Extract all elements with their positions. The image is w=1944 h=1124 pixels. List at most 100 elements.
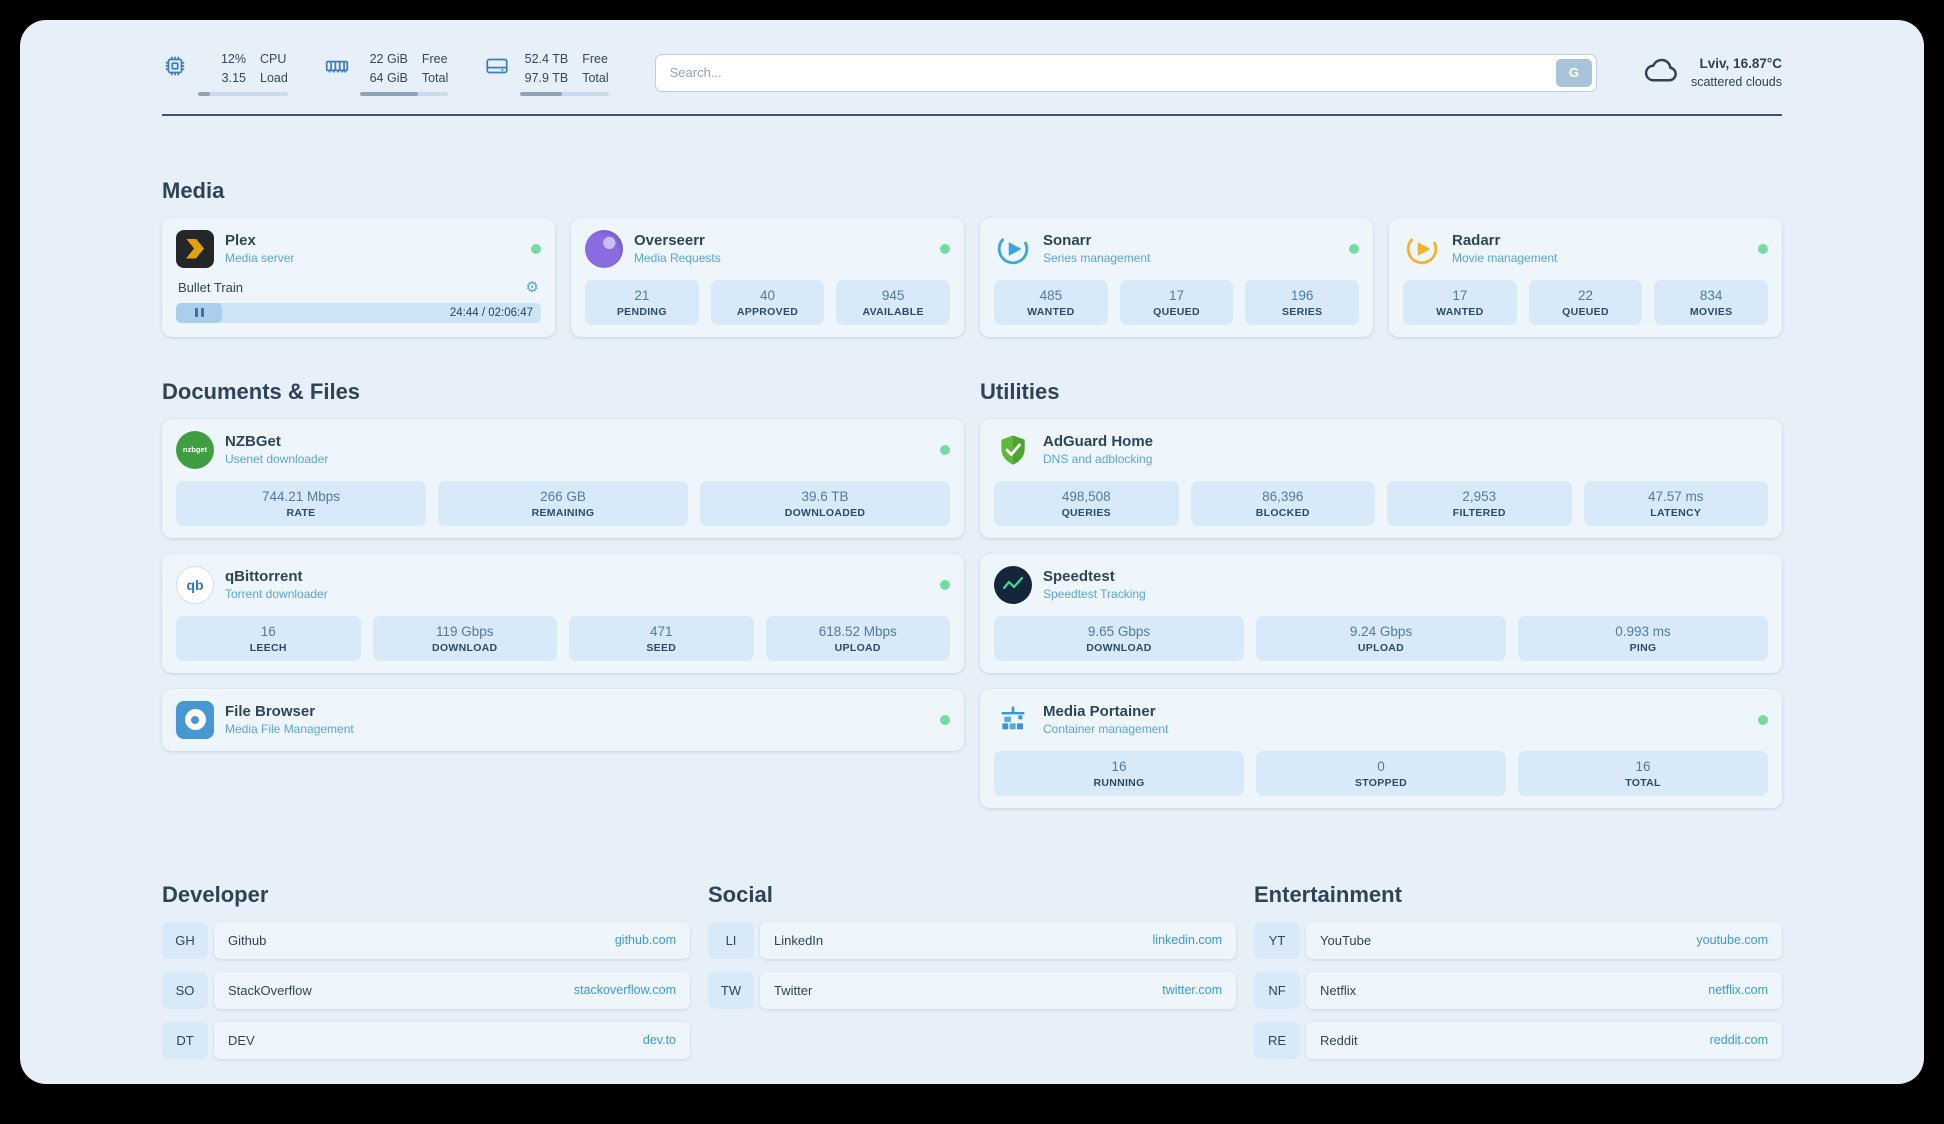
search-bar: G [654,53,1597,92]
service-card-radarr[interactable]: Radarr Movie management 17 WANTED 22 QUEUE… [1389,217,1782,337]
disk-usage-bar [520,91,609,96]
service-description: Media Requests [634,251,721,265]
bookmark-name: Github [228,932,267,948]
bookmark-abbr: NF [1254,971,1300,1009]
gear-icon[interactable]: ⚙ [525,278,539,296]
stat-wanted: 485 WANTED [994,279,1108,325]
stat-download: 9.65 Gbps DOWNLOAD [994,615,1244,661]
service-description: Container management [1043,722,1169,736]
bookmark-name: LinkedIn [774,932,824,948]
service-description: DNS and adblocking [1043,452,1153,466]
section-media: Media Plex Media server Bullet Tra [162,178,1782,337]
speedtest-icon [994,565,1032,604]
service-name: AdGuard Home [1043,433,1154,450]
service-card-speedtest[interactable]: Speedtest Speedtest Tracking 9.65 Gbps DO… [980,553,1782,673]
service-description: Speedtest Tracking [1043,587,1146,601]
search-input[interactable] [654,53,1597,92]
service-name: NZBGet [225,433,281,450]
service-card-nzbget[interactable]: nzbget NZBGet Usenet downloader 744.21 M… [162,418,964,538]
disk-total-value: 97.9 TB [524,70,569,85]
bookmark-reddit[interactable]: RE Reddit reddit.com [1254,1021,1782,1059]
cpu-usage-value: 12% [220,52,246,66]
bookmark-dev[interactable]: DT DEV dev.to [162,1021,690,1059]
stat-available: 945 AVAILABLE [836,279,950,325]
plex-icon [176,229,214,268]
bookmark-group-developer: Developer GH Github github.com SO StackOv… [162,882,690,1072]
bookmark-abbr: YT [1254,921,1300,959]
now-playing-title: Bullet Train [178,279,244,295]
stat-queued: 22 QUEUED [1528,279,1643,325]
service-card-filebrowser[interactable]: File Browser Media File Management [162,688,964,751]
stat-queries: 498,508 QUERIES [994,480,1179,526]
section-title-documents: Documents & Files [162,378,361,404]
plex-now-playing: Bullet Train ⚙ 24:44 / 02:06:47 [176,278,541,323]
bookmark-name: Netflix [1320,982,1357,998]
cpu-widget: 12% CPU 3.15 Load [162,50,288,96]
bookmark-github[interactable]: GH Github github.com [162,921,690,959]
service-name: File Browser [225,703,316,720]
pause-button[interactable] [176,302,222,323]
bookmark-linkedin[interactable]: LI LinkedIn linkedin.com [708,921,1236,959]
bookmark-url: youtube.com [1696,933,1768,947]
bookmark-url: stackoverflow.com [573,983,676,997]
service-card-overseerr[interactable]: Overseerr Media Requests 21 PENDING 40 APP… [571,217,964,337]
bookmark-abbr: GH [162,921,208,959]
cpu-load-label: Load [260,70,288,85]
bookmark-name: YouTube [1320,932,1372,948]
status-dot [531,243,541,254]
bookmark-name: Reddit [1320,1032,1358,1048]
filebrowser-icon [176,700,214,739]
stat-stopped: 0 STOPPED [1256,750,1506,796]
cpu-usage-bar [198,91,288,96]
stat-approved: 40 APPROVED [710,279,825,325]
disk-icon [484,53,510,84]
service-name: qBittorrent [225,568,303,585]
cpu-icon [162,53,188,84]
adguard-icon [994,431,1032,469]
service-name: Overseerr [634,232,705,249]
memory-free-value: 22 GiB [369,52,408,66]
memory-usage-bar [359,91,449,96]
status-dot [1758,243,1768,254]
bookmark-netflix[interactable]: NF Netflix netflix.com [1254,971,1782,1009]
bookmark-stackoverflow[interactable]: SO StackOverflow stackoverflow.com [162,971,690,1009]
bookmark-youtube[interactable]: YT YouTube youtube.com [1254,921,1782,959]
stat-leech: 16 LEECH [176,615,361,661]
service-card-plex[interactable]: Plex Media server Bullet Train ⚙ 24:44 /… [162,217,555,337]
memory-widget: 22 GiB Free 64 GiB Total [324,50,449,96]
header-divider [162,113,1782,116]
service-name: Plex [225,232,256,249]
section-title-utilities: Utilities [980,378,1060,404]
playback-progress-bar[interactable]: 24:44 / 02:06:47 [176,302,541,323]
cpu-label: CPU [260,52,287,66]
memory-total-label: Total [421,70,449,85]
bookmark-url: linkedin.com [1152,933,1222,947]
bookmark-name: DEV [228,1032,255,1048]
service-card-portainer[interactable]: Media Portainer Container management 16 R… [980,688,1782,808]
bookmark-abbr: RE [1254,1021,1300,1059]
bookmark-url: github.com [614,933,676,947]
service-description: Media server [225,251,295,265]
service-card-qbittorrent[interactable]: qb qBittorrent Torrent downloader 16 LEEC… [162,553,964,673]
stat-latency: 47.57 ms LATENCY [1583,480,1768,526]
stat-movies: 834 MOVIES [1654,279,1768,325]
bookmark-abbr: TW [708,971,754,1009]
service-name: Media Portainer [1043,703,1156,720]
bookmark-twitter[interactable]: TW Twitter twitter.com [708,971,1236,1009]
service-card-adguard[interactable]: AdGuard Home DNS and adblocking 498,508 Q… [980,418,1782,538]
service-description: Media File Management [225,722,354,736]
bookmark-url: reddit.com [1709,1033,1768,1047]
weather-widget[interactable]: Lviv, 16.87°C scattered clouds [1643,54,1782,92]
search-provider-button[interactable]: G [1555,58,1592,87]
dashboard-frame: 12% CPU 3.15 Load 22 GiB Free 64 Gi [20,20,1924,1084]
stat-filtered: 2,953 FILTERED [1387,480,1572,526]
stat-blocked: 86,396 BLOCKED [1190,480,1375,526]
service-card-sonarr[interactable]: Sonarr Series management 485 WANTED 17 QUE… [980,217,1373,337]
stat-downloaded: 39.6 TB DOWNLOADED [700,480,950,526]
disk-widget: 52.4 TB Free 97.9 TB Total [484,50,609,96]
overseerr-icon [585,229,623,268]
stat-series: 196 SERIES [1245,279,1359,325]
bookmark-abbr: SO [162,971,208,1009]
memory-free-label: Free [421,52,448,66]
cloud-icon [1643,55,1681,90]
